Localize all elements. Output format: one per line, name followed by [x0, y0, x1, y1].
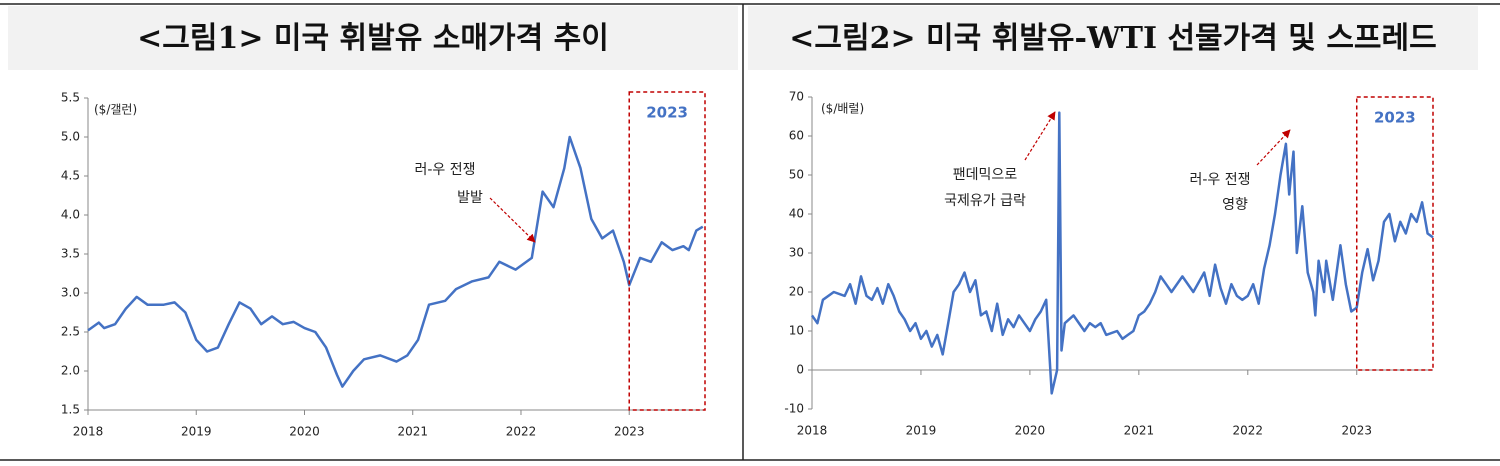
- y-tick-label: 20: [789, 285, 804, 299]
- x-tick-label: 2022: [1233, 424, 1264, 438]
- y-tick-label: 10: [789, 324, 804, 338]
- y-axis-label: ($/갤런): [94, 103, 137, 117]
- x-tick-label: 2020: [1015, 424, 1046, 438]
- x-tick-label: 2023: [614, 425, 645, 439]
- y-tick-label: 1.5: [61, 403, 80, 417]
- highlight-box: [628, 91, 706, 411]
- highlight-box: [1355, 96, 1434, 371]
- x-tick-label: 2019: [181, 425, 212, 439]
- y-tick-label: 3.0: [61, 286, 80, 300]
- x-tick-label: 2020: [289, 425, 320, 439]
- y-tick-label: 4.5: [61, 169, 80, 183]
- arrow: [1024, 111, 1056, 161]
- y-tick-label: 4.0: [61, 208, 80, 222]
- y-tick-label: 60: [789, 129, 804, 143]
- y-tick-label: 2.5: [61, 325, 80, 339]
- chart-title: <그림2> 미국 휘발유-WTI 선물가격 및 스프레드: [789, 21, 1436, 56]
- x-tick-label: 2021: [397, 425, 428, 439]
- y-tick-label: 40: [789, 207, 804, 221]
- x-tick-label: 2019: [906, 424, 937, 438]
- y-tick-label: 50: [789, 168, 804, 182]
- y-tick-label: -10: [784, 402, 804, 416]
- y-tick-label: 5.0: [61, 130, 80, 144]
- annotation: 발발: [457, 190, 483, 206]
- y-tick-label: 5.5: [61, 91, 80, 105]
- box-label: 2023: [1374, 109, 1416, 127]
- annotation: 팬데믹으로: [953, 167, 1018, 183]
- chart-title: <그림1> 미국 휘발유 소매가격 추이: [137, 21, 609, 56]
- header-bg: [8, 6, 738, 70]
- y-tick-label: 30: [789, 246, 804, 260]
- annotation: 러-우 전쟁: [1189, 172, 1250, 188]
- x-tick-label: 2023: [1341, 424, 1372, 438]
- y-tick-label: 0: [796, 363, 804, 377]
- y-tick-label: 70: [789, 90, 804, 104]
- arrow: [1256, 129, 1291, 166]
- y-tick-label: 3.5: [61, 247, 80, 261]
- x-tick-label: 2018: [797, 424, 828, 438]
- y-tick-label: 2.0: [61, 364, 80, 378]
- annotation: 영향: [1222, 197, 1248, 213]
- annotation: 러-우 전쟁: [414, 162, 475, 178]
- x-tick-label: 2022: [506, 425, 537, 439]
- x-tick-label: 2018: [73, 425, 104, 439]
- x-tick-label: 2021: [1124, 424, 1155, 438]
- y-axis-label: ($/배럴): [821, 102, 864, 116]
- line-series: [810, 111, 1434, 395]
- annotation: 국제유가 급락: [944, 193, 1026, 209]
- line-series: [87, 135, 704, 388]
- arrow: [489, 197, 536, 243]
- box-label: 2023: [646, 104, 688, 122]
- header-bg: [748, 6, 1478, 70]
